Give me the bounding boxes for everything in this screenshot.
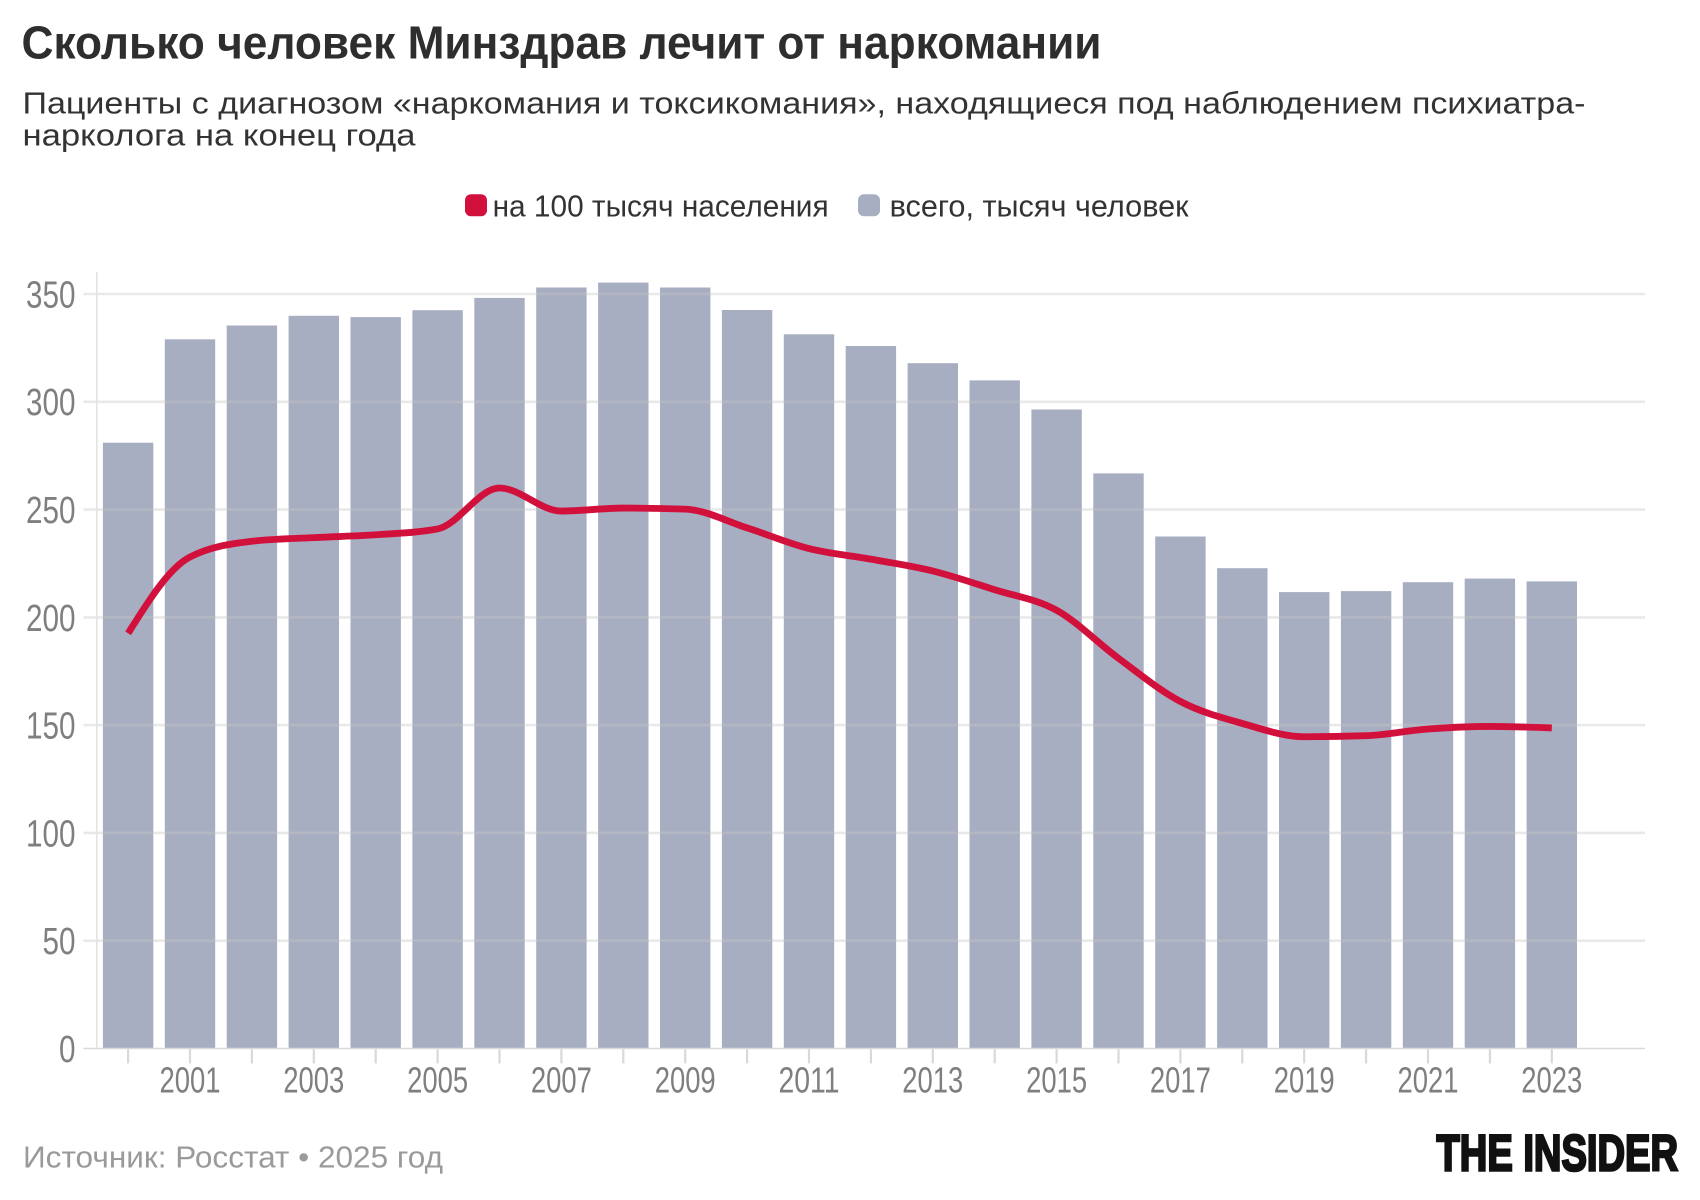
svg-text:2015: 2015 <box>1026 1060 1087 1101</box>
svg-text:2011: 2011 <box>779 1060 840 1101</box>
svg-text:2003: 2003 <box>283 1060 344 1101</box>
svg-text:2009: 2009 <box>655 1060 716 1101</box>
svg-text:200: 200 <box>26 598 76 640</box>
svg-text:2019: 2019 <box>1274 1060 1335 1101</box>
svg-text:всего, тысяч человек: всего, тысяч человек <box>890 189 1189 224</box>
svg-text:Источник: Росстат • 2025 год: Источник: Росстат • 2025 год <box>23 1139 443 1174</box>
svg-text:2005: 2005 <box>407 1060 468 1101</box>
svg-text:2023: 2023 <box>1521 1060 1582 1101</box>
svg-text:2017: 2017 <box>1150 1060 1211 1101</box>
svg-text:300: 300 <box>26 382 76 424</box>
svg-text:2001: 2001 <box>160 1060 221 1101</box>
svg-text:Сколько человек Минздрав лечит: Сколько человек Минздрав лечит от нарком… <box>22 17 1102 69</box>
svg-text:2007: 2007 <box>531 1060 592 1101</box>
svg-text:THE INSIDER: THE INSIDER <box>1437 1125 1679 1182</box>
svg-text:0: 0 <box>59 1029 76 1071</box>
svg-text:100: 100 <box>26 813 76 855</box>
svg-text:150: 150 <box>26 706 76 748</box>
svg-text:50: 50 <box>43 921 76 963</box>
svg-text:2013: 2013 <box>902 1060 963 1101</box>
svg-text:250: 250 <box>26 490 76 532</box>
svg-text:350: 350 <box>26 274 76 316</box>
svg-text:на 100 тысяч населения: на 100 тысяч населения <box>493 189 829 224</box>
svg-text:2021: 2021 <box>1398 1060 1459 1101</box>
svg-text:нарколога на конец года: нарколога на конец года <box>23 117 417 152</box>
svg-text:Пациенты с диагнозом «наркоман: Пациенты с диагнозом «наркомания и токси… <box>23 85 1586 120</box>
